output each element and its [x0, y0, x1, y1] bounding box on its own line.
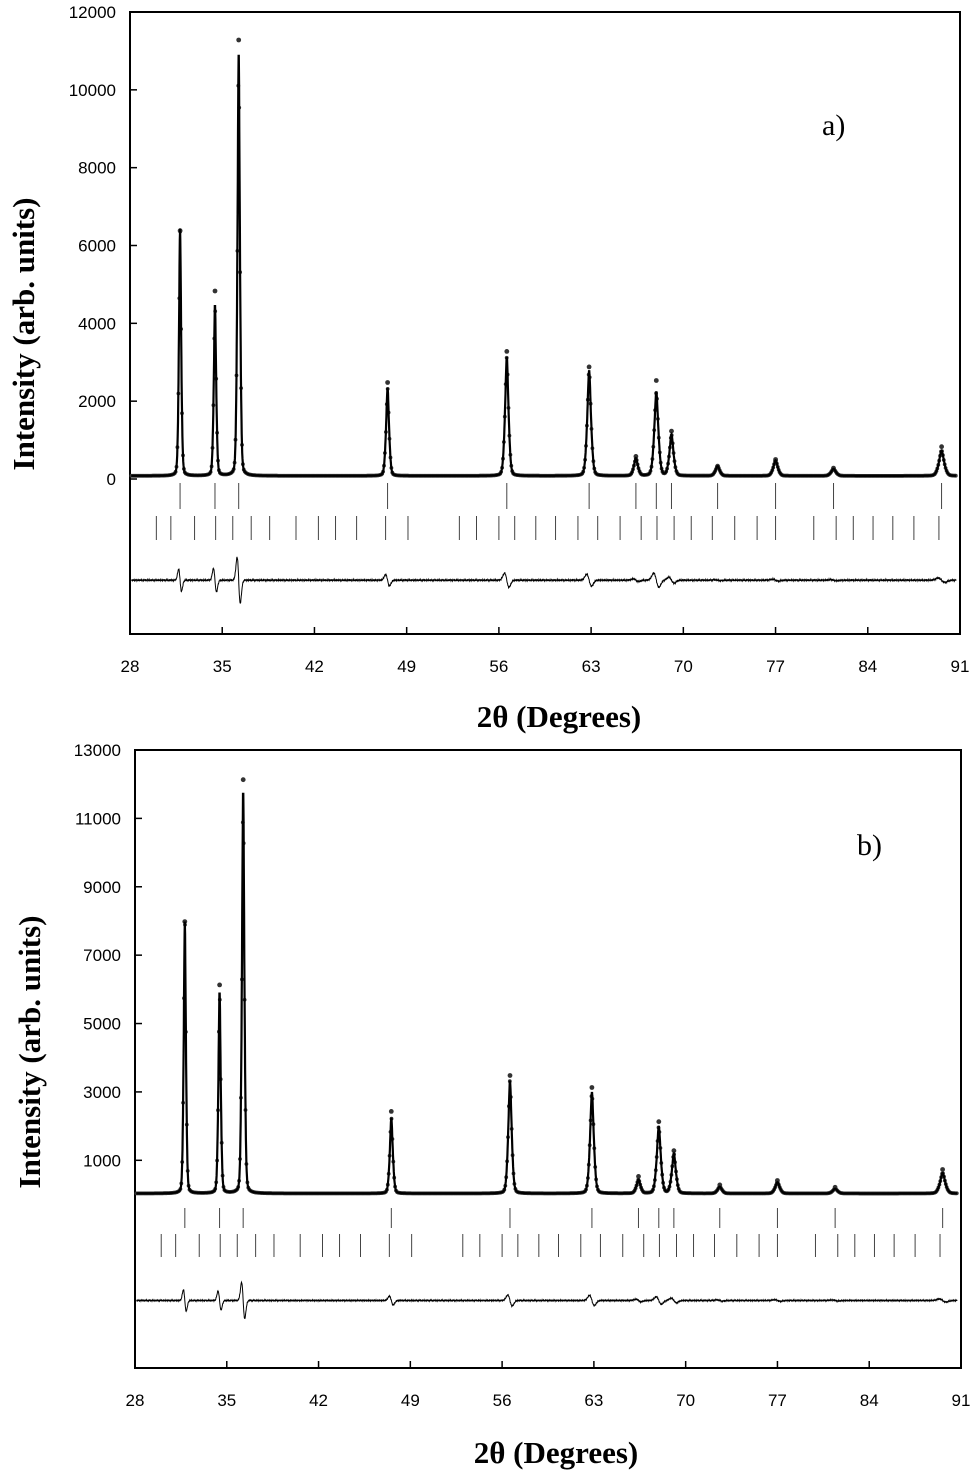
- x-tick-label: 63: [582, 657, 601, 676]
- observed-peak-point: [656, 1119, 662, 1125]
- x-tick-label: 49: [397, 657, 416, 676]
- observed-peak-point: [507, 1073, 513, 1078]
- y-tick-label: 5000: [83, 1015, 121, 1034]
- x-tick-label: 84: [860, 1391, 879, 1410]
- observed-peak-point: [388, 1109, 394, 1114]
- panel-a-label: a): [822, 109, 845, 142]
- observed-peak-point: [589, 1085, 595, 1090]
- observed-peak-point: [212, 288, 218, 294]
- y-tick-label: 0: [107, 470, 116, 489]
- panel-b-y-axis-label: Intensity (arb. units): [12, 915, 47, 1188]
- panel-b-marks: [134, 777, 959, 1320]
- panel-a-frame: [129, 11, 961, 635]
- panel-b-frame: [134, 749, 962, 1369]
- observed-peak-point: [236, 37, 242, 43]
- x-tick-label: 42: [305, 657, 324, 676]
- panel-a-marks: [129, 37, 958, 604]
- panel-b-label: b): [857, 829, 882, 862]
- difference-curve: [136, 1280, 958, 1320]
- observed-peak-point: [653, 378, 659, 383]
- calculated-profile: [131, 54, 956, 477]
- y-tick-label: 13000: [74, 741, 121, 760]
- x-tick-label: 91: [951, 657, 970, 676]
- x-tick-label: 42: [309, 1391, 328, 1410]
- x-tick-label: 56: [489, 657, 508, 676]
- panel-a: 28 35 42 49 56 63 70 77 84 91 0 2000 4000 6000 8000 100…: [6, 3, 969, 734]
- y-tick-label: 9000: [83, 878, 121, 897]
- difference-curve: [131, 556, 957, 604]
- x-tick-label: 49: [401, 1391, 420, 1410]
- observed-peak-point: [669, 428, 674, 434]
- observed-peak-point: [504, 349, 510, 354]
- calculated-profile: [136, 792, 958, 1195]
- x-tick-label: 77: [766, 657, 785, 676]
- panel-a-y-axis-label: Intensity (arb. units): [6, 197, 41, 470]
- observed-peak-point: [217, 982, 223, 988]
- panel-a-x-axis-label: 2θ (Degrees): [477, 699, 642, 734]
- observed-points: [129, 37, 958, 478]
- panel-a-ticks: 28 35 42 49 56 63 70 77 84 91 0 2000 4000 6000 8000 100…: [69, 3, 970, 676]
- observed-peak-point: [940, 1167, 945, 1172]
- x-tick-label: 63: [584, 1391, 603, 1410]
- panel-b: 28 35 42 49 56 63 70 77 84 91 1000 3000 5000 7000 9000…: [12, 741, 970, 1470]
- y-tick-label: 11000: [75, 809, 121, 828]
- observed-peak-point: [586, 364, 592, 370]
- observed-peak-point: [939, 444, 944, 450]
- x-tick-label: 70: [674, 657, 693, 676]
- x-tick-label: 28: [121, 657, 140, 676]
- observed-peak-point: [636, 1174, 641, 1179]
- x-tick-label: 35: [213, 657, 232, 676]
- observed-peak-point: [671, 1148, 677, 1154]
- y-tick-label: 12000: [69, 3, 116, 22]
- panel-b-ticks: 28 35 42 49 56 63 70 77 84 91 1000 3000 5000 7000 9000…: [74, 741, 971, 1410]
- y-tick-label: 3000: [83, 1083, 121, 1102]
- observed-points: [134, 777, 959, 1196]
- y-tick-label: 1000: [83, 1151, 121, 1170]
- x-tick-label: 91: [952, 1391, 971, 1410]
- x-tick-label: 56: [493, 1391, 512, 1410]
- y-tick-label: 6000: [78, 237, 116, 256]
- x-tick-label: 77: [768, 1391, 787, 1410]
- y-tick-label: 2000: [78, 392, 116, 411]
- x-tick-label: 84: [858, 657, 877, 676]
- x-tick-label: 28: [126, 1391, 145, 1410]
- y-tick-label: 10000: [69, 81, 116, 100]
- x-tick-label: 35: [217, 1391, 236, 1410]
- observed-peak-point: [240, 777, 246, 783]
- observed-peak-point: [385, 380, 390, 385]
- y-tick-label: 4000: [78, 314, 116, 333]
- y-tick-label: 7000: [83, 946, 121, 965]
- x-tick-label: 70: [676, 1391, 695, 1410]
- y-tick-label: 8000: [78, 159, 116, 178]
- panel-b-x-axis-label: 2θ (Degrees): [474, 1435, 639, 1470]
